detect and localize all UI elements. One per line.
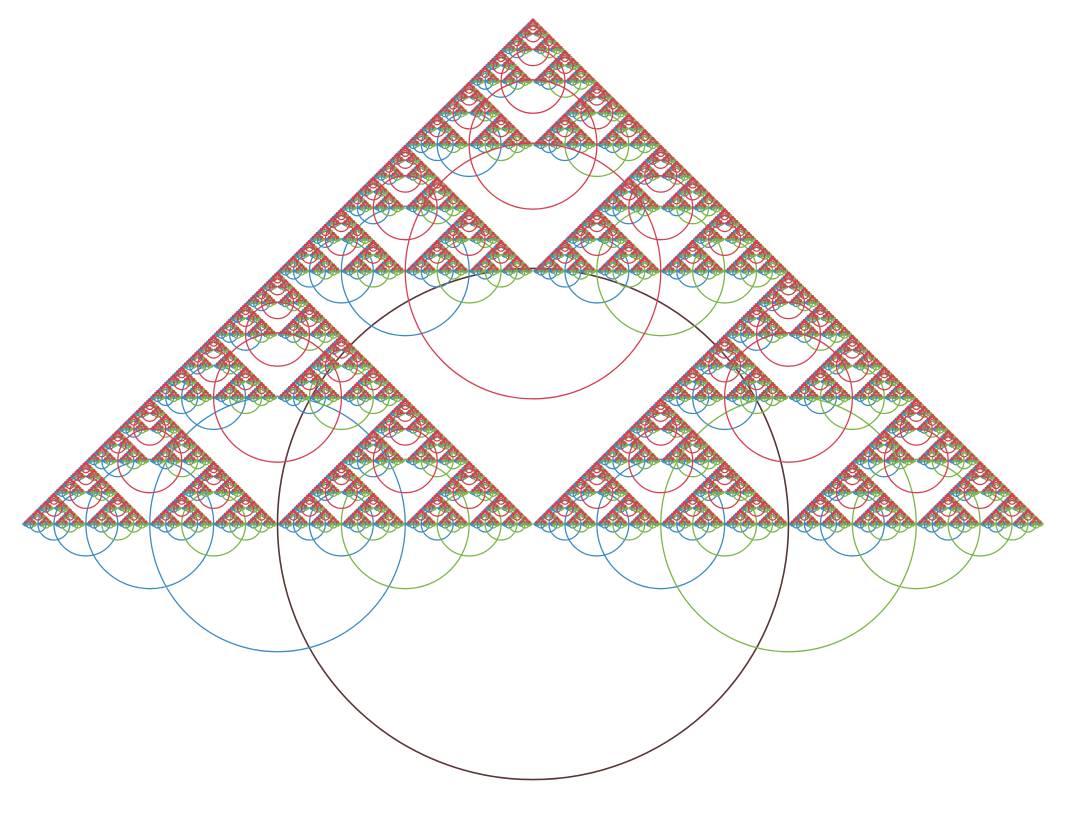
right-circles [26,20,1044,653]
root-circle [276,267,790,781]
left-circles [22,20,1040,653]
top-circles [24,18,1042,524]
